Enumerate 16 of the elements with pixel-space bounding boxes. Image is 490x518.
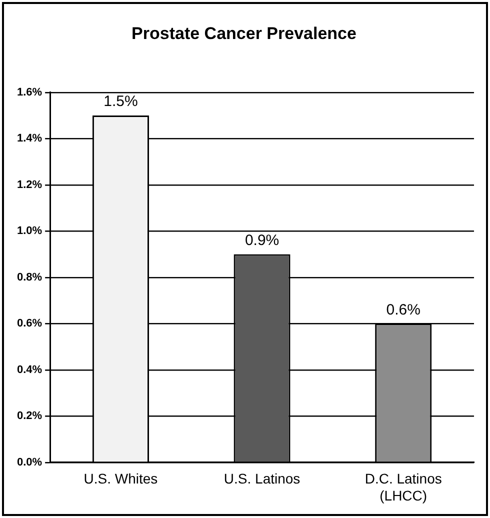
y-tick-label: 1.0% (16, 225, 42, 238)
data-label: 0.9% (244, 232, 280, 249)
x-tick-label: U.S. Whites (84, 470, 158, 487)
y-tick-label: 0.4% (16, 364, 42, 376)
x-tick-label: U.S. Latinos (224, 470, 300, 487)
data-label: 0.6% (386, 301, 420, 318)
y-tick-label: 0.8% (16, 271, 42, 284)
y-tick-label: 1.6% (16, 86, 42, 98)
x-tick-label: D.C. Latinos (LHCC) (364, 470, 442, 504)
y-tick-label: 1.4% (16, 132, 42, 145)
y-tick-label: 0.0% (16, 456, 42, 468)
y-tick-label: 0.6% (16, 318, 42, 330)
data-label: 1.5% (104, 93, 138, 110)
y-tick-label: 1.2% (16, 178, 42, 191)
chart-title: Prostate Cancer Prevalence (132, 24, 356, 43)
y-tick-label: 0.2% (16, 410, 42, 422)
